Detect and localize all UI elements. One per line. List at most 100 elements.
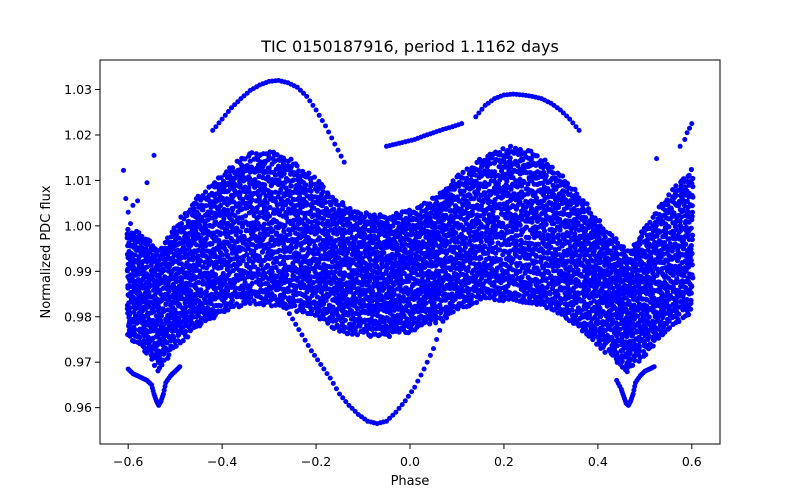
data-point bbox=[437, 302, 443, 308]
data-point bbox=[482, 180, 488, 186]
data-point bbox=[325, 191, 331, 197]
data-point bbox=[473, 244, 479, 250]
data-point bbox=[265, 231, 271, 237]
data-point bbox=[470, 293, 476, 299]
data-point bbox=[584, 201, 590, 207]
data-point bbox=[482, 244, 488, 250]
data-point bbox=[465, 265, 471, 271]
data-point bbox=[342, 300, 348, 306]
data-point bbox=[308, 219, 314, 225]
data-point bbox=[229, 297, 235, 303]
data-point bbox=[188, 288, 194, 294]
data-point bbox=[176, 235, 182, 241]
data-point bbox=[240, 287, 246, 293]
data-point bbox=[166, 288, 172, 295]
data-point bbox=[161, 296, 167, 302]
data-point bbox=[384, 262, 390, 268]
data-point bbox=[509, 256, 515, 262]
data-point bbox=[186, 238, 192, 244]
data-point bbox=[495, 189, 501, 195]
data-point bbox=[242, 156, 248, 162]
data-point bbox=[200, 193, 206, 199]
data-point bbox=[127, 309, 133, 316]
data-point bbox=[323, 283, 329, 289]
data-point bbox=[136, 317, 142, 323]
data-point bbox=[413, 244, 420, 251]
data-point bbox=[485, 250, 491, 256]
data-point bbox=[460, 224, 466, 230]
data-point bbox=[345, 297, 351, 303]
data-point bbox=[543, 173, 549, 179]
data-point bbox=[261, 271, 267, 277]
data-point bbox=[193, 274, 199, 281]
data-point bbox=[364, 219, 371, 225]
data-point bbox=[308, 188, 314, 194]
data-point bbox=[514, 242, 520, 248]
data-point bbox=[450, 178, 456, 184]
data-point bbox=[497, 247, 503, 253]
data-point bbox=[286, 206, 292, 212]
data-point bbox=[284, 272, 290, 278]
data-point bbox=[266, 155, 272, 161]
data-point bbox=[504, 178, 510, 184]
data-point bbox=[542, 157, 548, 163]
data-point bbox=[323, 297, 329, 304]
data-point bbox=[365, 252, 371, 258]
data-point bbox=[385, 294, 391, 301]
data-point bbox=[136, 230, 142, 236]
data-point bbox=[477, 254, 483, 260]
data-point bbox=[163, 301, 169, 307]
data-point bbox=[354, 225, 361, 231]
data-point bbox=[497, 257, 504, 263]
data-point bbox=[345, 330, 351, 336]
data-point bbox=[139, 313, 145, 319]
data-point bbox=[377, 332, 383, 338]
data-point bbox=[384, 244, 390, 250]
data-point bbox=[269, 303, 275, 309]
data-point bbox=[434, 199, 440, 205]
data-point bbox=[296, 168, 302, 174]
data-point bbox=[381, 319, 387, 325]
data-point bbox=[229, 165, 236, 171]
data-point bbox=[560, 173, 566, 179]
data-point bbox=[563, 197, 569, 203]
data-point bbox=[369, 326, 375, 332]
data-point bbox=[487, 227, 493, 234]
data-point bbox=[173, 279, 179, 285]
data-point bbox=[354, 332, 360, 338]
data-point bbox=[467, 228, 473, 234]
data-point bbox=[198, 235, 204, 241]
data-point bbox=[276, 178, 282, 184]
data-point bbox=[193, 219, 199, 225]
data-point bbox=[500, 220, 506, 226]
data-point bbox=[318, 228, 324, 234]
data-point bbox=[440, 278, 446, 284]
data-point bbox=[391, 291, 397, 297]
data-point bbox=[261, 221, 267, 227]
chart-title: TIC 0150187916, period 1.1162 days bbox=[260, 37, 559, 56]
data-point bbox=[403, 226, 410, 232]
data-point bbox=[404, 316, 410, 322]
data-point bbox=[315, 220, 321, 226]
data-point bbox=[268, 273, 274, 279]
data-point bbox=[564, 180, 571, 186]
data-point bbox=[156, 273, 162, 280]
data-point bbox=[426, 275, 432, 281]
data-point bbox=[191, 206, 197, 212]
data-point bbox=[151, 362, 158, 368]
data-point bbox=[178, 221, 185, 227]
data-point bbox=[519, 183, 525, 189]
data-point bbox=[171, 288, 177, 294]
data-point bbox=[362, 214, 368, 220]
data-point bbox=[320, 184, 326, 190]
data-point bbox=[506, 241, 513, 248]
data-point bbox=[452, 203, 459, 209]
data-point bbox=[455, 306, 461, 312]
data-point bbox=[296, 251, 302, 257]
data-point bbox=[504, 215, 510, 221]
data-point bbox=[428, 203, 434, 209]
data-point bbox=[238, 303, 244, 309]
data-point bbox=[340, 222, 346, 228]
data-point bbox=[523, 199, 530, 205]
